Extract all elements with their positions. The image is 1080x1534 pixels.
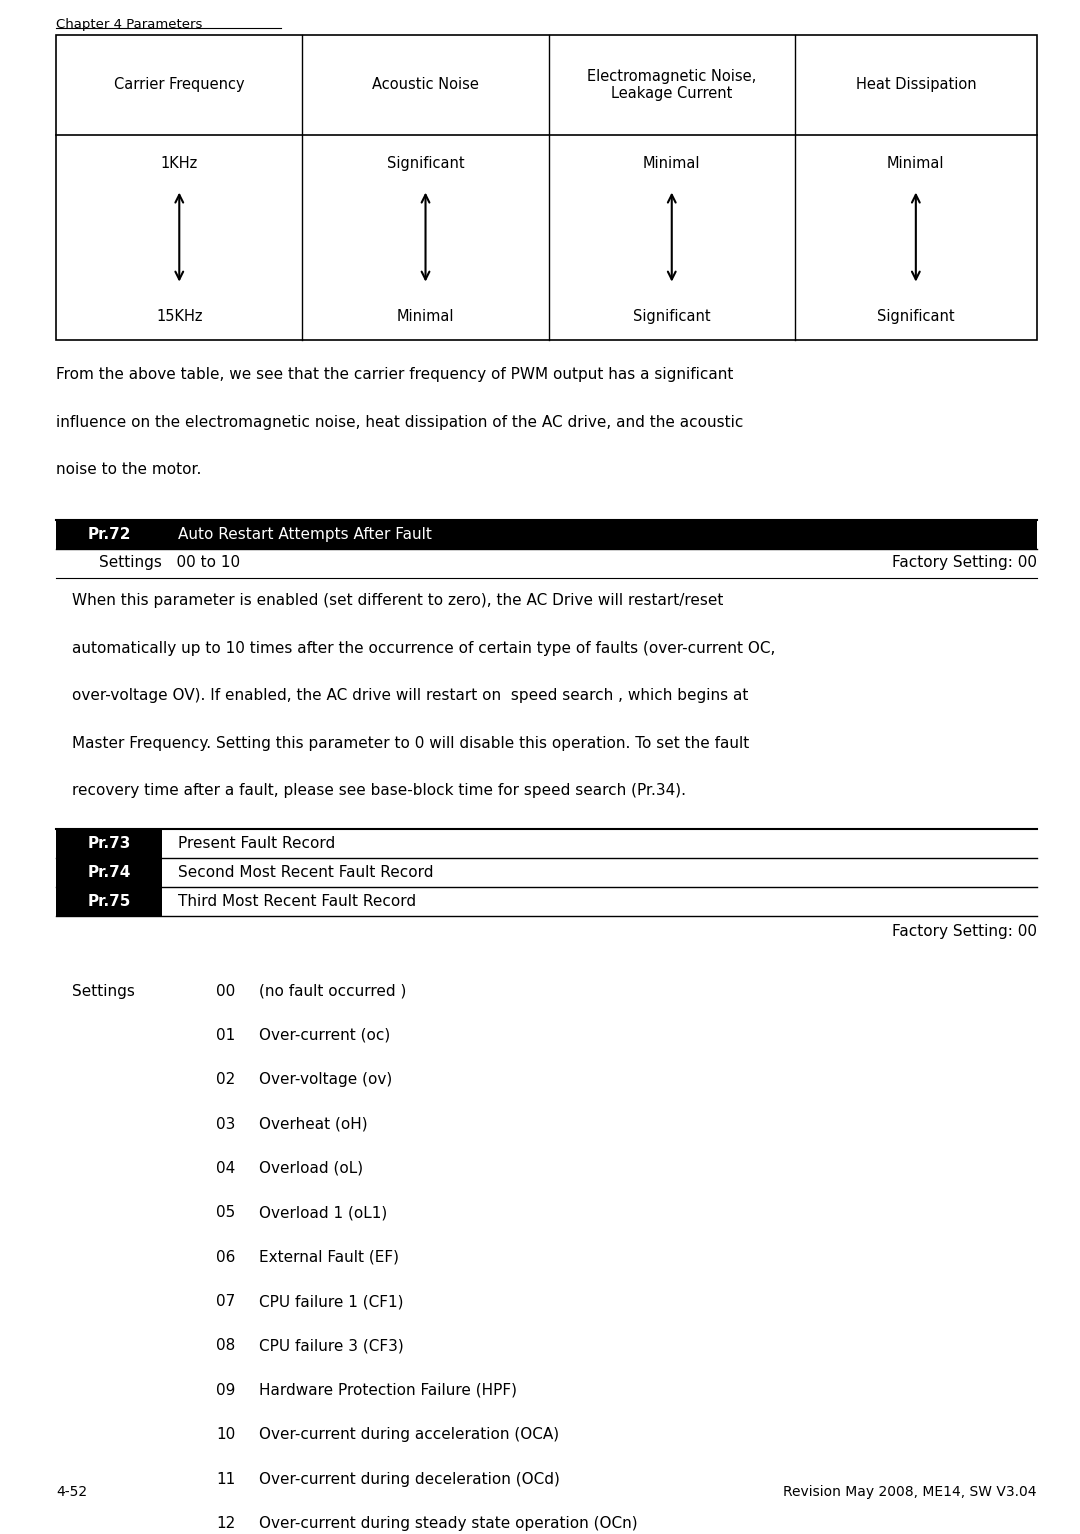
Text: External Fault (EF): External Fault (EF): [259, 1250, 400, 1264]
Text: Significant: Significant: [877, 310, 955, 324]
Text: automatically up to 10 times after the occurrence of certain type of faults (ove: automatically up to 10 times after the o…: [72, 641, 775, 657]
Text: CPU failure 3 (CF3): CPU failure 3 (CF3): [259, 1339, 404, 1353]
Text: Present Fault Record: Present Fault Record: [178, 836, 336, 851]
Text: Factory Setting: 00: Factory Setting: 00: [892, 555, 1037, 571]
Text: Factory Setting: 00: Factory Setting: 00: [892, 923, 1037, 939]
Text: Pr.75: Pr.75: [87, 894, 131, 910]
Text: Significant: Significant: [633, 310, 711, 324]
Text: noise to the motor.: noise to the motor.: [56, 462, 202, 477]
Text: Hardware Protection Failure (HPF): Hardware Protection Failure (HPF): [259, 1382, 517, 1397]
Text: over-voltage OV). If enabled, the AC drive will restart on  speed search , which: over-voltage OV). If enabled, the AC dri…: [72, 689, 748, 703]
Text: 05: 05: [216, 1206, 235, 1221]
Text: 12: 12: [216, 1516, 235, 1531]
Text: 04: 04: [216, 1161, 235, 1177]
Text: Significant: Significant: [387, 156, 464, 170]
Text: Chapter 4 Parameters: Chapter 4 Parameters: [56, 18, 203, 31]
Text: 11: 11: [216, 1471, 235, 1486]
Text: Minimal: Minimal: [643, 156, 701, 170]
Text: 15KHz: 15KHz: [156, 310, 203, 324]
Text: Settings   00 to 10: Settings 00 to 10: [99, 555, 241, 571]
Text: 08: 08: [216, 1339, 235, 1353]
Text: When this parameter is enabled (set different to zero), the AC Drive will restar: When this parameter is enabled (set diff…: [72, 594, 724, 609]
Text: Master Frequency. Setting this parameter to 0 will disable this operation. To se: Master Frequency. Setting this parameter…: [72, 736, 750, 750]
Text: Third Most Recent Fault Record: Third Most Recent Fault Record: [178, 894, 416, 910]
Text: CPU failure 1 (CF1): CPU failure 1 (CF1): [259, 1295, 404, 1309]
Text: 1KHz: 1KHz: [161, 156, 198, 170]
Text: 01: 01: [216, 1028, 235, 1043]
Text: Over-current during acceleration (OCA): Over-current during acceleration (OCA): [259, 1427, 559, 1442]
Text: (no fault occurred ): (no fault occurred ): [259, 983, 406, 999]
Text: 00: 00: [216, 983, 235, 999]
Text: Pr.73: Pr.73: [87, 836, 131, 851]
Text: 03: 03: [216, 1117, 235, 1132]
Text: Auto Restart Attempts After Fault: Auto Restart Attempts After Fault: [178, 528, 432, 542]
Text: Over-voltage (ov): Over-voltage (ov): [259, 1072, 392, 1088]
Text: Revision May 2008, ME14, SW V3.04: Revision May 2008, ME14, SW V3.04: [783, 1485, 1037, 1499]
Text: Minimal: Minimal: [396, 310, 455, 324]
Text: Overload 1 (oL1): Overload 1 (oL1): [259, 1206, 388, 1221]
Text: Heat Dissipation: Heat Dissipation: [855, 77, 976, 92]
Text: influence on the electromagnetic noise, heat dissipation of the AC drive, and th: influence on the electromagnetic noise, …: [56, 414, 743, 430]
Text: Settings: Settings: [72, 983, 135, 999]
Text: Overload (oL): Overload (oL): [259, 1161, 363, 1177]
Text: From the above table, we see that the carrier frequency of PWM output has a sign: From the above table, we see that the ca…: [56, 367, 733, 382]
Bar: [56, 887, 162, 916]
Text: Carrier Frequency: Carrier Frequency: [114, 77, 244, 92]
Text: Over-current during steady state operation (OCn): Over-current during steady state operati…: [259, 1516, 638, 1531]
Text: 07: 07: [216, 1295, 235, 1309]
Text: Over-current (oc): Over-current (oc): [259, 1028, 391, 1043]
Text: Overheat (oH): Overheat (oH): [259, 1117, 368, 1132]
Text: recovery time after a fault, please see base-block time for speed search (Pr.34): recovery time after a fault, please see …: [72, 784, 687, 798]
Text: Pr.74: Pr.74: [87, 865, 131, 881]
Text: Pr.72: Pr.72: [87, 528, 131, 542]
Text: 02: 02: [216, 1072, 235, 1088]
Text: 09: 09: [216, 1382, 235, 1397]
Text: Minimal: Minimal: [887, 156, 945, 170]
Text: Electromagnetic Noise,
Leakage Current: Electromagnetic Noise, Leakage Current: [588, 69, 756, 101]
Text: Over-current during deceleration (OCd): Over-current during deceleration (OCd): [259, 1471, 561, 1486]
Text: 10: 10: [216, 1427, 235, 1442]
Text: Second Most Recent Fault Record: Second Most Recent Fault Record: [178, 865, 434, 881]
Bar: [56, 858, 162, 887]
Bar: [56, 828, 162, 858]
Text: 06: 06: [216, 1250, 235, 1264]
Text: Acoustic Noise: Acoustic Noise: [373, 77, 478, 92]
Text: 4-52: 4-52: [56, 1485, 87, 1499]
Bar: [56, 35, 1037, 339]
Bar: [56, 520, 1037, 549]
